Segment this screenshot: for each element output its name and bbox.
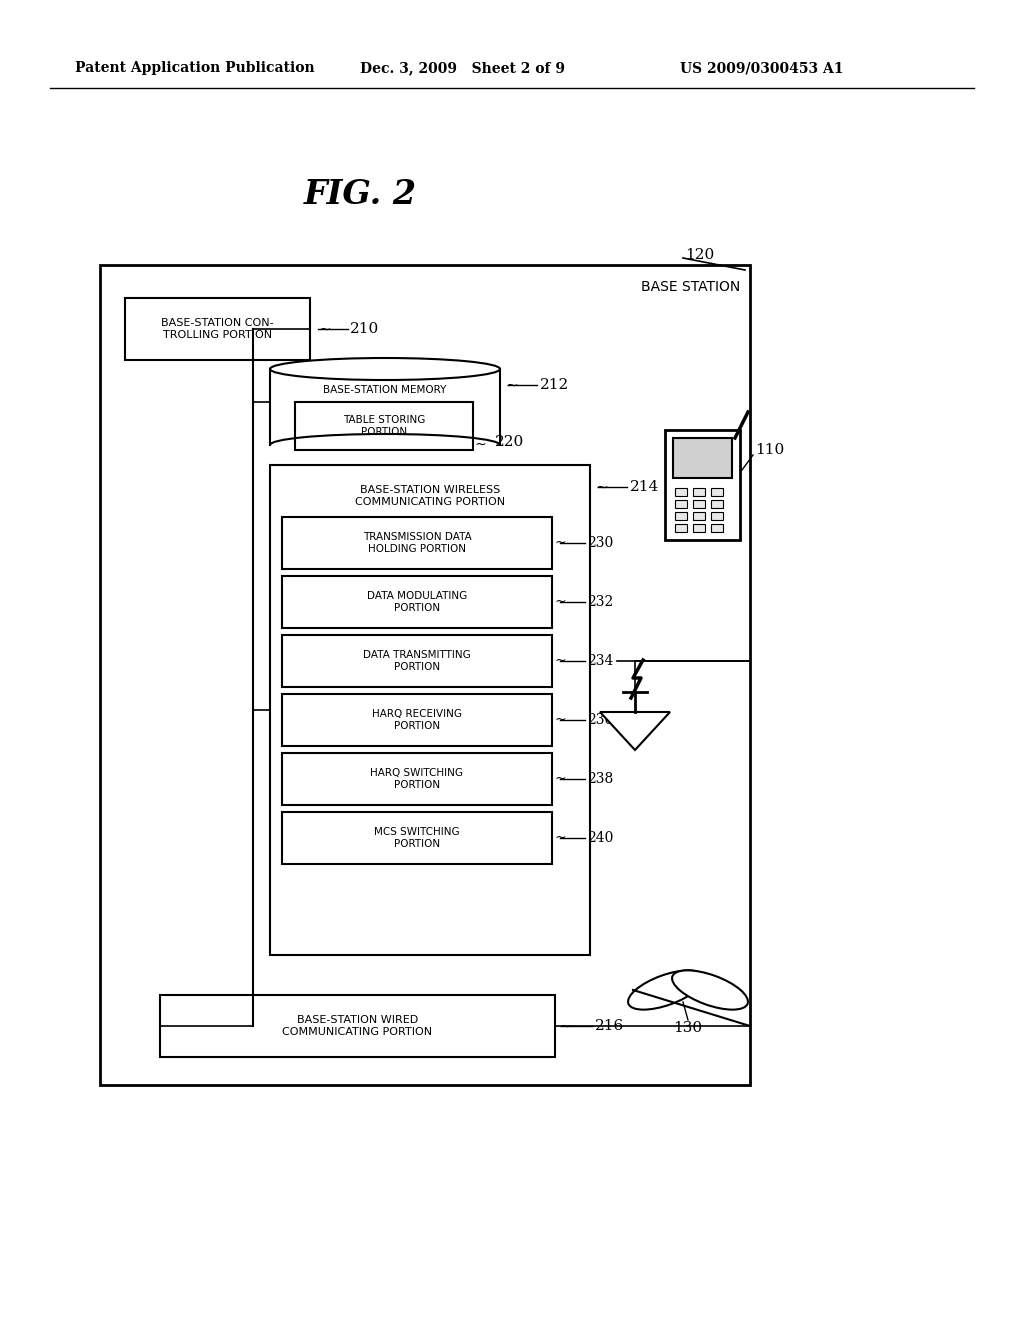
Bar xyxy=(693,524,705,532)
Bar xyxy=(270,465,590,954)
Text: Dec. 3, 2009   Sheet 2 of 9: Dec. 3, 2009 Sheet 2 of 9 xyxy=(360,61,565,75)
Text: 210: 210 xyxy=(350,322,379,337)
Text: 130: 130 xyxy=(674,1020,702,1035)
Text: 234: 234 xyxy=(587,653,613,668)
Text: ~: ~ xyxy=(318,322,331,337)
Bar xyxy=(282,517,552,569)
Text: US 2009/0300453 A1: US 2009/0300453 A1 xyxy=(680,61,844,75)
Text: 236: 236 xyxy=(587,713,613,727)
Text: 232: 232 xyxy=(587,595,613,609)
Text: 214: 214 xyxy=(630,480,659,494)
Bar xyxy=(282,694,552,746)
Ellipse shape xyxy=(628,970,703,1010)
Bar xyxy=(693,512,705,520)
Text: DATA MODULATING
PORTION: DATA MODULATING PORTION xyxy=(367,591,467,612)
Bar xyxy=(160,995,555,1057)
Bar xyxy=(125,298,310,360)
Text: ~: ~ xyxy=(595,479,608,495)
Text: ~: ~ xyxy=(555,713,566,727)
Text: ~: ~ xyxy=(555,653,566,668)
Bar xyxy=(282,635,552,686)
Text: BASE-STATION WIRED
COMMUNICATING PORTION: BASE-STATION WIRED COMMUNICATING PORTION xyxy=(283,1015,432,1036)
Bar xyxy=(675,488,687,496)
Bar xyxy=(673,438,732,478)
Text: 230: 230 xyxy=(587,536,613,550)
Bar xyxy=(675,524,687,532)
Text: BASE STATION: BASE STATION xyxy=(641,280,740,294)
Text: TRANSMISSION DATA
HOLDING PORTION: TRANSMISSION DATA HOLDING PORTION xyxy=(362,532,471,554)
Bar xyxy=(270,370,500,445)
Bar xyxy=(282,812,552,865)
Text: ~: ~ xyxy=(555,595,566,609)
Text: FIG. 2: FIG. 2 xyxy=(303,178,417,211)
Text: 110: 110 xyxy=(755,444,784,457)
Bar xyxy=(675,512,687,520)
Bar xyxy=(693,500,705,508)
Bar xyxy=(693,488,705,496)
Text: BASE-STATION CON-
TROLLING PORTION: BASE-STATION CON- TROLLING PORTION xyxy=(161,318,273,339)
Bar xyxy=(711,512,723,520)
Text: 120: 120 xyxy=(685,248,715,261)
Bar xyxy=(711,524,723,532)
Polygon shape xyxy=(600,711,670,750)
Text: HARQ RECEIVING
PORTION: HARQ RECEIVING PORTION xyxy=(372,709,462,731)
Text: TABLE STORING
PORTION: TABLE STORING PORTION xyxy=(343,416,425,437)
Text: 238: 238 xyxy=(587,772,613,785)
Text: ~: ~ xyxy=(555,832,566,845)
Text: BASE-STATION MEMORY: BASE-STATION MEMORY xyxy=(324,385,446,395)
Bar xyxy=(675,500,687,508)
Text: ~: ~ xyxy=(555,772,566,785)
Text: Patent Application Publication: Patent Application Publication xyxy=(75,61,314,75)
Text: ~: ~ xyxy=(555,536,566,550)
Bar xyxy=(711,488,723,496)
Text: ~: ~ xyxy=(475,438,486,451)
Text: 212: 212 xyxy=(540,378,569,392)
Text: 240: 240 xyxy=(587,832,613,845)
Ellipse shape xyxy=(672,970,748,1010)
Text: 216: 216 xyxy=(595,1019,625,1034)
Text: 220: 220 xyxy=(495,436,524,449)
Text: ~: ~ xyxy=(558,1019,570,1034)
Ellipse shape xyxy=(270,358,500,380)
Bar xyxy=(295,403,473,450)
Text: BASE-STATION WIRELESS
COMMUNICATING PORTION: BASE-STATION WIRELESS COMMUNICATING PORT… xyxy=(355,484,505,507)
Text: MCS SWITCHING
PORTION: MCS SWITCHING PORTION xyxy=(374,828,460,849)
Text: DATA TRANSMITTING
PORTION: DATA TRANSMITTING PORTION xyxy=(364,651,471,672)
Bar xyxy=(665,430,740,540)
Bar xyxy=(711,500,723,508)
Bar xyxy=(282,752,552,805)
Bar xyxy=(100,265,750,1085)
Text: ~: ~ xyxy=(505,378,518,392)
Bar xyxy=(282,576,552,628)
Text: HARQ SWITCHING
PORTION: HARQ SWITCHING PORTION xyxy=(371,768,464,789)
